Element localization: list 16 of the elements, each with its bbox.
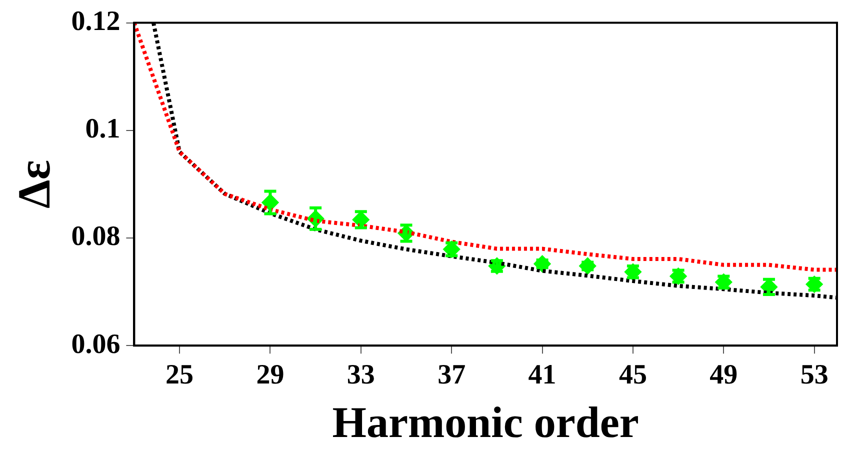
x-axis-title: Harmonic order xyxy=(332,398,639,447)
x-tick-label: 45 xyxy=(618,360,647,391)
y-axis-title: Δε xyxy=(8,160,60,208)
y-tick-label: 0.12 xyxy=(71,6,120,38)
point xyxy=(534,256,550,272)
x-tick-label: 29 xyxy=(256,360,284,391)
y-tick-label: 0.06 xyxy=(71,328,120,360)
x-tick-label: 25 xyxy=(166,360,194,391)
x-tick-label: 41 xyxy=(528,360,556,391)
x-tick-label: 37 xyxy=(438,360,466,391)
y-tick-label: 0.1 xyxy=(85,114,120,145)
point xyxy=(580,258,596,274)
y-tick-label: 0.08 xyxy=(71,221,120,252)
x-tick-label: 53 xyxy=(800,360,828,391)
x-tick-label: 49 xyxy=(710,360,738,391)
x-tick-label: 33 xyxy=(346,360,375,391)
